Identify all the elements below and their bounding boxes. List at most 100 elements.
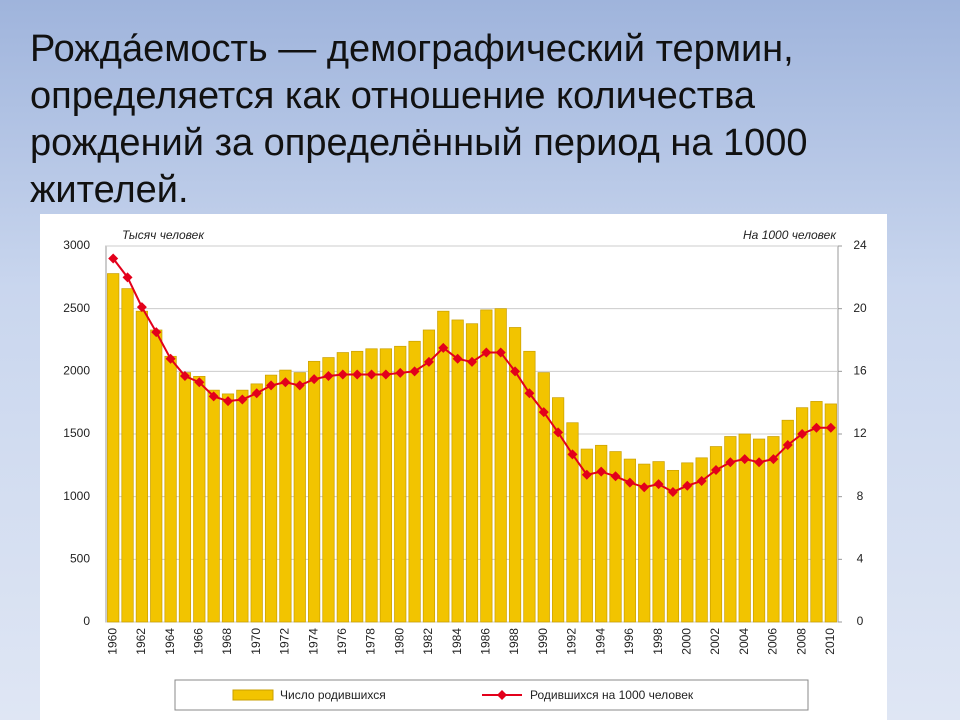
rate-marker (811, 422, 822, 433)
x-tick-label: 1984 (450, 628, 464, 655)
rate-marker (782, 439, 793, 450)
rate-marker (825, 422, 836, 433)
x-tick-label: 1964 (163, 628, 177, 655)
y-tick-label: 3000 (63, 238, 90, 252)
rate-marker (797, 429, 808, 439)
rate-marker (108, 253, 119, 264)
y-tick-label: 2000 (63, 364, 90, 378)
rate-marker (251, 388, 262, 399)
bar (150, 329, 163, 623)
rate-marker (309, 374, 320, 385)
x-tick-label: 1980 (392, 628, 406, 655)
y2-axis-label: На 1000 человек (743, 228, 837, 242)
rate-marker (438, 342, 449, 353)
slide-title: Рожда́емость — демографический термин, о… (30, 28, 808, 211)
rate-marker (337, 369, 348, 380)
y-tick-label: 2500 (63, 301, 90, 315)
bar (681, 462, 694, 623)
rate-marker (581, 469, 592, 480)
bar (422, 329, 436, 623)
bar (523, 350, 536, 623)
rate-marker (395, 367, 406, 378)
bar (623, 458, 636, 623)
bar (394, 345, 407, 623)
rate-marker (624, 477, 635, 488)
bar (221, 393, 235, 623)
rate-marker (179, 371, 190, 382)
bar (810, 401, 823, 623)
legend-swatch (232, 689, 274, 701)
x-tick-label: 2004 (737, 628, 751, 655)
y-tick-label: 1000 (63, 489, 90, 503)
x-tick-label: 1970 (249, 628, 263, 655)
x-tick-label: 1982 (421, 628, 435, 655)
bar (824, 403, 837, 623)
x-tick-label: 1962 (134, 628, 148, 655)
rate-marker (567, 449, 578, 460)
rate-marker (553, 427, 564, 438)
bar (236, 389, 249, 623)
rate-marker (452, 353, 463, 364)
x-tick-label: 1994 (593, 628, 607, 655)
bar (451, 319, 464, 623)
bar (480, 309, 493, 623)
rate-marker (409, 366, 420, 377)
bar (609, 451, 622, 623)
rate-marker (151, 327, 162, 338)
x-tick-label: 1988 (507, 628, 521, 655)
rate-marker (481, 347, 492, 358)
bar (135, 310, 148, 623)
rate-marker (352, 369, 363, 380)
rate-marker (165, 353, 176, 364)
x-tick-label: 1978 (364, 628, 378, 655)
rate-marker (467, 356, 477, 367)
bar (752, 438, 766, 623)
bar (508, 327, 522, 623)
x-tick-label: 1990 (536, 628, 550, 655)
rate-marker (711, 465, 721, 476)
bar (595, 444, 608, 623)
bar (437, 310, 450, 623)
rate-marker (610, 471, 621, 482)
bar (164, 355, 177, 623)
rate-marker (682, 480, 693, 491)
legend-label: Родившихся на 1000 человек (530, 688, 694, 702)
rate-marker (725, 457, 736, 468)
x-tick-label: 2002 (708, 628, 722, 655)
bar (365, 348, 378, 623)
rate-marker (754, 457, 765, 468)
bar (279, 369, 292, 623)
rate-marker (596, 466, 607, 477)
rate-marker (294, 380, 305, 391)
x-tick-label: 2008 (794, 628, 808, 655)
bar (121, 288, 134, 623)
bar (293, 372, 306, 623)
bar (336, 352, 349, 623)
rate-marker (639, 482, 650, 493)
y-tick-label: 1500 (63, 426, 90, 440)
y-axis-label: Тысяч человек (122, 228, 205, 242)
rate-marker (194, 377, 205, 388)
rate-marker (510, 366, 521, 377)
x-tick-label: 1974 (306, 628, 320, 655)
rate-marker (208, 391, 219, 402)
rate-marker (524, 388, 535, 399)
x-tick-label: 2000 (679, 628, 693, 655)
bar (351, 350, 364, 623)
legend-label: Число родившихся (280, 688, 386, 702)
rate-marker (653, 479, 664, 490)
rate-marker (223, 396, 233, 407)
x-tick-label: 1976 (335, 628, 349, 655)
x-tick-label: 2006 (766, 628, 780, 655)
rate-marker (266, 380, 277, 391)
rate-marker (136, 302, 147, 313)
bar (178, 372, 192, 623)
bar (666, 469, 680, 623)
bar (652, 461, 665, 623)
y2-tick-label: 16 (853, 364, 867, 378)
x-tick-label: 1996 (622, 628, 636, 655)
bar (322, 357, 335, 623)
y-tick-label: 0 (83, 614, 90, 628)
